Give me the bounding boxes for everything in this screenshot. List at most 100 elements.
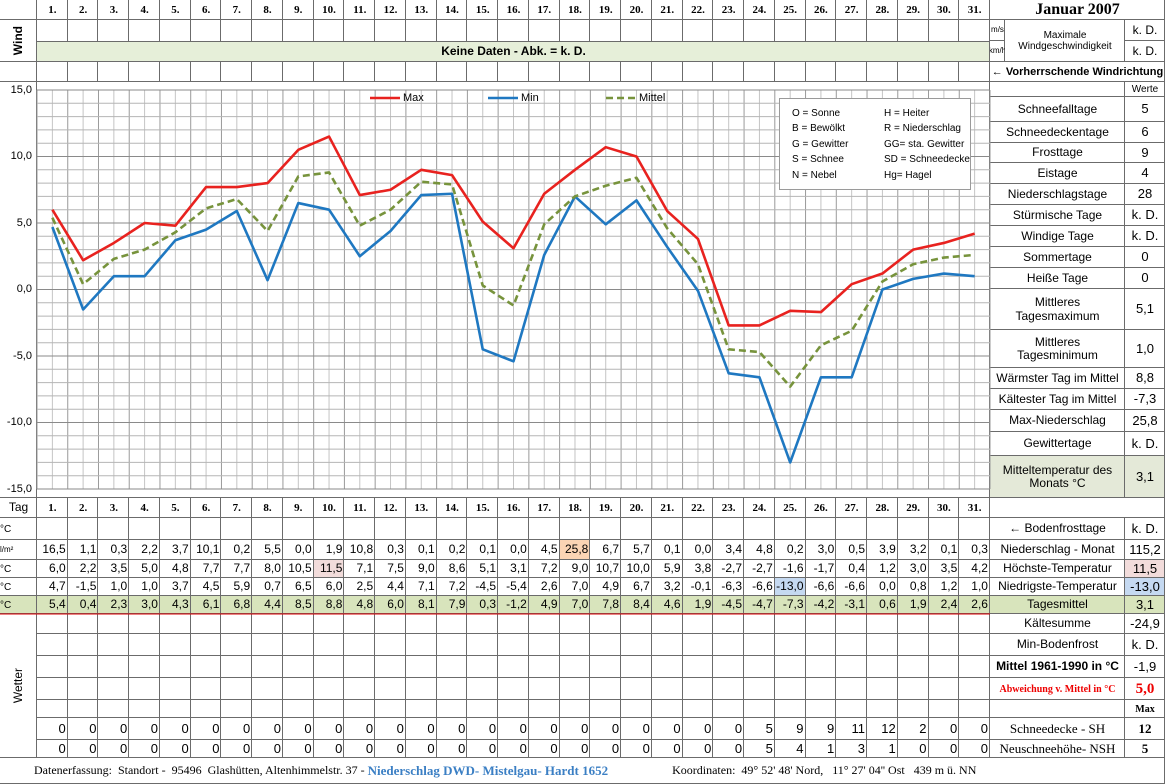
unit: m/s	[990, 20, 1005, 41]
cell	[344, 614, 376, 634]
mean-value: 2,4	[928, 596, 960, 614]
cell	[774, 634, 806, 656]
cell	[344, 656, 376, 678]
mean-value: 4,3	[159, 596, 191, 614]
day-label: 25.	[774, 498, 806, 518]
cell	[375, 614, 406, 634]
max-value: 4,2	[959, 560, 990, 578]
cell	[313, 614, 345, 634]
cell	[405, 614, 437, 634]
cell	[744, 20, 775, 42]
legend-code: O = Sonne	[792, 107, 841, 119]
cell	[344, 634, 376, 656]
cell	[159, 518, 191, 540]
cell	[590, 678, 622, 700]
day-label: 1.	[37, 0, 68, 20]
cell	[959, 518, 990, 540]
stat-value: 4	[1125, 163, 1165, 184]
cell	[405, 62, 437, 82]
new-snow: 0	[129, 740, 160, 758]
new-snow: 0	[467, 740, 499, 758]
cell	[528, 20, 560, 42]
mean-value: 6,1	[190, 596, 222, 614]
precip-value: 0,2	[774, 540, 806, 560]
precip-value: 4,8	[744, 540, 775, 560]
day-label: 29.	[897, 0, 929, 20]
precip-value: 0,1	[651, 540, 683, 560]
cell	[774, 656, 806, 678]
cell	[467, 614, 499, 634]
cell	[67, 614, 99, 634]
cell	[467, 518, 499, 540]
cell	[682, 634, 714, 656]
cell	[313, 656, 345, 678]
footer-text: Datenerfassung: Standort - 95496 Glashüt…	[34, 763, 368, 778]
day-label: 1.	[37, 498, 68, 518]
min-value: 0,0	[867, 578, 898, 596]
max-value: -2,7	[744, 560, 775, 578]
cell	[836, 678, 868, 700]
snow-depth: 0	[959, 718, 990, 740]
mean-value: 4,9	[528, 596, 560, 614]
cell	[621, 20, 652, 42]
cell	[528, 518, 560, 540]
cell	[252, 678, 283, 700]
new-snow: 0	[559, 740, 591, 758]
day-label: 16.	[498, 498, 529, 518]
cell	[190, 634, 222, 656]
mean-value: 1,9	[897, 596, 929, 614]
cell	[590, 634, 622, 656]
precip-value: 3,0	[805, 540, 837, 560]
precip-value: 0,2	[221, 540, 253, 560]
cell	[436, 518, 468, 540]
max-value: 3,0	[897, 560, 929, 578]
max-value: 8,0	[252, 560, 283, 578]
day-label: 3.	[98, 498, 130, 518]
cell	[37, 62, 68, 82]
y-tick-label: 10,0	[10, 150, 32, 163]
mean-value: 4,6	[651, 596, 683, 614]
day-label: 24.	[744, 498, 775, 518]
min-value: 0,8	[897, 578, 929, 596]
min-value: 7,0	[559, 578, 591, 596]
cell	[959, 678, 990, 700]
stat-value: 8,8	[1125, 368, 1165, 389]
unit: km/h	[990, 41, 1005, 62]
cell	[67, 634, 99, 656]
min-value: 5,9	[221, 578, 253, 596]
new-snow: 0	[682, 740, 714, 758]
day-label: 20.	[621, 498, 652, 518]
precip-value: 3,4	[713, 540, 745, 560]
stat-label: Mittel 1961-1990 in °C	[990, 656, 1125, 678]
cell	[713, 700, 745, 718]
min-value: 1,0	[129, 578, 160, 596]
cell	[375, 678, 406, 700]
cell	[98, 62, 130, 82]
snow-depth: 0	[590, 718, 622, 740]
mean-value: 8,5	[282, 596, 314, 614]
new-snow: 0	[67, 740, 99, 758]
cell	[774, 678, 806, 700]
mean-value: 6,0	[375, 596, 406, 614]
cell	[252, 656, 283, 678]
y-tick-label: 0,0	[16, 283, 32, 296]
day-label: 11.	[344, 0, 376, 20]
cell	[129, 518, 160, 540]
wind-direction: ← Vorherrschende Windrichtung	[990, 62, 1165, 82]
cell	[405, 518, 437, 540]
cell	[621, 518, 652, 540]
cell	[375, 62, 406, 82]
cell	[867, 700, 898, 718]
unit-label: l/m²	[0, 540, 37, 560]
cell	[282, 700, 314, 718]
cell	[897, 20, 929, 42]
mean-value: 2,6	[959, 596, 990, 614]
stat-label: Schneedeckentage	[990, 122, 1125, 143]
stat-label: Sommertage	[990, 247, 1125, 268]
cell	[805, 634, 837, 656]
cell	[928, 20, 960, 42]
cell	[836, 656, 868, 678]
min-value: -6,3	[713, 578, 745, 596]
day-label: 27.	[836, 0, 868, 20]
cell	[867, 634, 898, 656]
